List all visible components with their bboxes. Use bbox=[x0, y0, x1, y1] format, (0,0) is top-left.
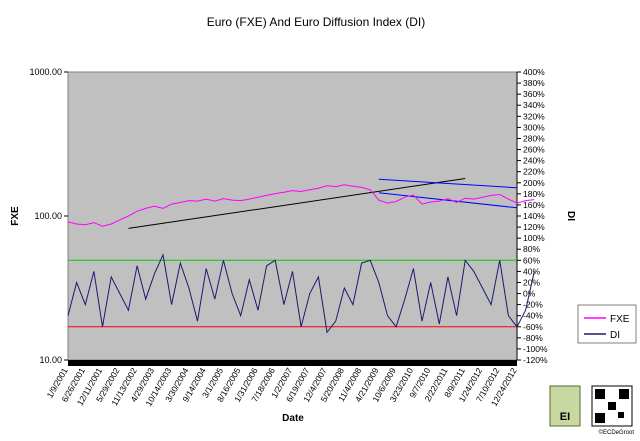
right-axis-tick-label: 120% bbox=[523, 222, 545, 232]
left-axis-tick-label: 10.00 bbox=[39, 355, 62, 365]
right-axis-tick-label: 400% bbox=[523, 67, 545, 77]
author-badge: EI ©ECDeGroot bbox=[548, 384, 636, 436]
right-axis-tick-label: 100% bbox=[523, 233, 545, 243]
left-axis-tick-label: 1000.00 bbox=[29, 67, 62, 77]
right-axis-tick-label: 40% bbox=[523, 266, 540, 276]
right-axis-tick-label: 380% bbox=[523, 78, 545, 88]
right-axis-tick-label: -40% bbox=[523, 311, 543, 321]
right-axis-tick-label: -60% bbox=[523, 322, 543, 332]
plot-background bbox=[67, 71, 518, 361]
logo-text: EI bbox=[560, 411, 570, 423]
right-axis-tick-label: -100% bbox=[523, 344, 548, 354]
right-axis-tick-label: -120% bbox=[523, 355, 548, 365]
fxe-trendline bbox=[128, 178, 466, 229]
series-line-fxe bbox=[67, 184, 535, 227]
y-axis-right-label: DI bbox=[565, 211, 576, 221]
right-axis-tick-label: 260% bbox=[523, 145, 545, 155]
right-axis-tick-label: 280% bbox=[523, 133, 545, 143]
legend: FXE DI bbox=[577, 304, 637, 344]
right-axis-tick-label: 200% bbox=[523, 178, 545, 188]
right-axis-tick-label: 60% bbox=[523, 255, 540, 265]
right-axis-tick-label: 320% bbox=[523, 111, 545, 121]
x-axis-bar bbox=[68, 360, 517, 366]
right-axis-tick-label: 360% bbox=[523, 89, 545, 99]
right-axis-tick-label: 300% bbox=[523, 122, 545, 132]
legend-di-label: DI bbox=[610, 330, 620, 341]
left-axis-tick-label: 100.00 bbox=[34, 211, 62, 221]
right-axis-tick-label: 240% bbox=[523, 156, 545, 166]
series-line-di bbox=[67, 253, 535, 334]
right-axis-tick-label: 340% bbox=[523, 100, 545, 110]
x-axis-label: Date bbox=[282, 413, 304, 424]
legend-fxe-label: FXE bbox=[610, 314, 630, 325]
right-axis-tick-label: 160% bbox=[523, 200, 545, 210]
plot-area: 10.00 100.00 1000.00 -120%-100%-80%-60%-40%… bbox=[29, 67, 548, 408]
right-axis-tick-label: -80% bbox=[523, 333, 543, 343]
credit-text: ©ECDeGroot bbox=[599, 429, 635, 436]
fxe-channel-upper bbox=[378, 178, 518, 189]
right-axis-tick-label: 220% bbox=[523, 167, 545, 177]
right-axis-tick-label: 80% bbox=[523, 244, 540, 254]
fxe-channel-lower bbox=[378, 192, 518, 209]
chart-title: Euro (FXE) And Euro Diffusion Index (DI) bbox=[207, 15, 426, 29]
right-axis-tick-label: -20% bbox=[523, 300, 543, 310]
right-axis-tick-label: 140% bbox=[523, 211, 545, 221]
right-axis-tick-label: 180% bbox=[523, 189, 545, 199]
logo-icon bbox=[549, 385, 581, 427]
y-axis-left-label: FXE bbox=[10, 206, 21, 226]
